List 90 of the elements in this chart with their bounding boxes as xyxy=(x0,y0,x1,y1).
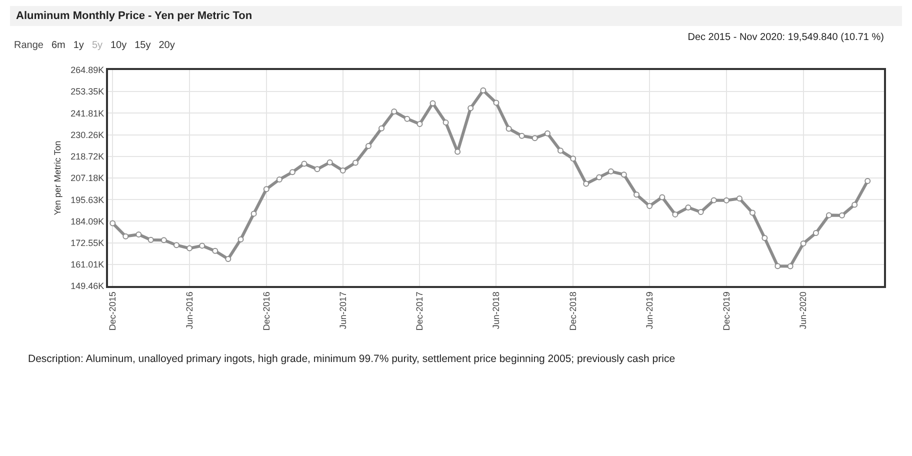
point xyxy=(608,168,614,174)
point xyxy=(634,192,640,198)
point xyxy=(864,178,871,184)
point xyxy=(391,108,398,115)
point xyxy=(250,210,257,217)
point xyxy=(199,242,206,249)
x-tick-label: Dec-2015 xyxy=(108,292,118,331)
point xyxy=(800,240,806,246)
x-tick-label: Jun-2020 xyxy=(798,292,808,330)
point xyxy=(173,242,180,248)
x-tick-label: Jun-2019 xyxy=(644,292,654,330)
chart-title: Aluminum Monthly Price - Yen per Metric Ton xyxy=(10,6,902,26)
point xyxy=(787,263,794,270)
x-tick-label: Dec-2019 xyxy=(721,292,732,331)
y-tick-label: 241.81K xyxy=(70,108,104,118)
point xyxy=(826,212,832,218)
point xyxy=(442,120,449,126)
text: 10y xyxy=(110,40,127,51)
point xyxy=(122,233,129,240)
y-tick-label: 207.18K xyxy=(70,173,104,184)
point xyxy=(698,209,704,216)
y-tick-label: 195.63K xyxy=(70,194,104,205)
x-tick-label: Dec-2018 xyxy=(568,292,578,331)
point xyxy=(493,100,500,106)
point xyxy=(148,236,154,243)
x-tick-label: Jun-2016 xyxy=(184,292,194,330)
point xyxy=(736,196,742,202)
point xyxy=(416,121,423,128)
point xyxy=(480,87,486,94)
y-tick-label: 253.35K xyxy=(70,86,104,97)
x-tick-label: Jun-2017 xyxy=(338,292,348,330)
x-tick-label: Dec-2017 xyxy=(414,292,425,331)
point xyxy=(620,172,627,178)
point xyxy=(468,105,474,112)
text: 20y xyxy=(158,40,175,51)
text: Range xyxy=(14,40,44,51)
point xyxy=(238,236,244,242)
point xyxy=(838,212,845,218)
point xyxy=(532,135,538,142)
y-tick-label: 230.26K xyxy=(70,130,104,140)
point xyxy=(326,159,333,166)
point xyxy=(136,231,142,238)
x-tick-label: Dec-2016 xyxy=(261,292,272,331)
point xyxy=(378,125,385,132)
point xyxy=(659,194,666,200)
point xyxy=(646,203,653,210)
text: 1y xyxy=(73,40,84,51)
point xyxy=(276,176,282,182)
point xyxy=(812,230,819,236)
point xyxy=(212,248,218,254)
text: 15y xyxy=(134,40,151,51)
x-tick-label: Jun-2018 xyxy=(491,292,502,330)
point xyxy=(314,166,320,172)
y-tick-label: 184.09K xyxy=(70,216,104,226)
text: 6m xyxy=(51,40,66,51)
point xyxy=(710,197,717,204)
point xyxy=(557,148,564,154)
point xyxy=(762,235,768,242)
y-tick-label: 172.55K xyxy=(70,238,104,248)
chart-subtitle: Dec 2015 - Nov 2020: 19,549.840 (10.71 %) xyxy=(688,32,884,43)
point xyxy=(544,130,550,136)
point xyxy=(225,256,232,262)
point xyxy=(723,197,730,204)
y-tick-label: 218.72K xyxy=(70,152,104,162)
point xyxy=(774,263,781,270)
text: Description: Aluminum, unalloyed primary ingots, high grade, minimum 99.7% purity, settlement price beginning 2005; previously cash price xyxy=(28,352,676,366)
point xyxy=(596,174,602,180)
point xyxy=(160,237,167,244)
point xyxy=(672,211,678,218)
point xyxy=(186,245,193,252)
point xyxy=(570,156,576,162)
y-tick-label: 264.89K xyxy=(70,65,104,76)
point xyxy=(301,160,308,167)
point xyxy=(518,132,525,139)
text: 5y xyxy=(92,40,102,51)
point xyxy=(685,204,692,211)
y-axis-title: Yen per Metric Ton xyxy=(52,140,63,216)
point xyxy=(750,210,756,216)
point xyxy=(365,142,372,149)
y-tick-label: 149.46K xyxy=(70,281,104,292)
point xyxy=(852,202,858,208)
point xyxy=(110,220,116,226)
point xyxy=(404,116,410,122)
point xyxy=(340,167,346,174)
point xyxy=(506,126,512,132)
point xyxy=(263,186,270,192)
point xyxy=(583,180,590,187)
point xyxy=(289,169,296,176)
y-tick-label: 161.01K xyxy=(70,260,104,270)
point xyxy=(352,160,358,166)
